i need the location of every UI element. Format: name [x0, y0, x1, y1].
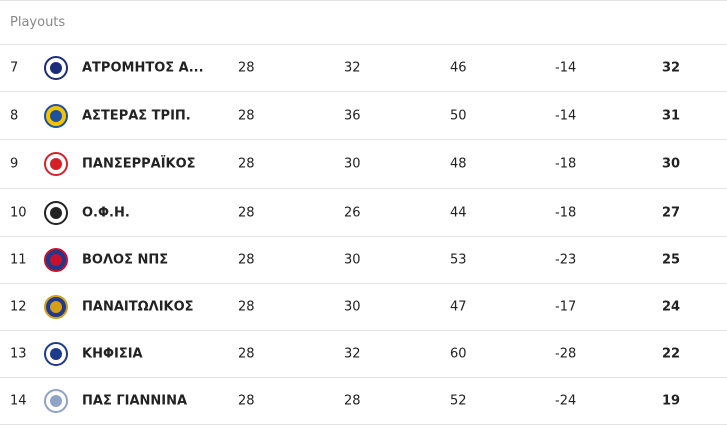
goals-against: 60 [450, 346, 467, 362]
played: 28 [238, 252, 255, 268]
goals-for: 28 [344, 393, 361, 409]
table-row: 13 ΚΗΦΙΣΙΑ 28 32 60 -28 22 [0, 331, 727, 378]
team-logo [44, 152, 68, 176]
played: 28 [238, 156, 255, 172]
rank: 8 [10, 108, 19, 123]
team-logo [44, 200, 68, 225]
team-name: Ο.Φ.Η. [82, 205, 130, 220]
goals-against: 47 [450, 299, 467, 315]
goals-for: 32 [344, 60, 361, 76]
team-name: ΒΟΛΟΣ ΝΠΣ [82, 252, 169, 268]
team-logo [44, 342, 68, 366]
played: 28 [238, 60, 255, 76]
played: 28 [238, 299, 255, 315]
goals-for: 36 [344, 108, 361, 123]
table-row: 8 ΑΣΤΕΡΑΣ ΤΡΙΠ. 28 36 50 -14 31 [0, 92, 727, 140]
goals-for: 32 [344, 346, 361, 362]
rank: 7 [10, 60, 19, 76]
team-logo [44, 103, 68, 128]
played: 28 [238, 346, 255, 362]
goals-for: 30 [344, 252, 361, 268]
goal-difference: -24 [555, 393, 577, 409]
goals-against: 44 [450, 205, 467, 220]
team-name: ΠΑΝΣΕΡΡΑΪΚΟΣ [82, 156, 196, 172]
goals-against: 50 [450, 108, 467, 123]
goal-difference: -28 [555, 346, 577, 362]
section-title: Playouts [10, 15, 66, 30]
goal-difference: -14 [555, 108, 577, 123]
goals-against: 46 [450, 60, 467, 76]
rank: 13 [10, 346, 27, 362]
goal-difference: -18 [555, 205, 577, 220]
team-name: ΚΗΦΙΣΙΑ [82, 346, 143, 362]
played: 28 [238, 393, 255, 409]
table-row: 7 ΑΤΡΟΜΗΤΟΣ Α... 28 32 46 -14 32 [0, 45, 727, 92]
rank: 11 [10, 252, 27, 268]
points: 19 [662, 393, 681, 409]
points: 22 [662, 346, 681, 362]
goals-against: 53 [450, 252, 467, 268]
points: 25 [662, 252, 681, 268]
section-header: Playouts [0, 0, 727, 45]
table-row: 10 Ο.Φ.Η. 28 26 44 -18 27 [0, 189, 727, 237]
team-name: ΑΣΤΕΡΑΣ ΤΡΙΠ. [82, 108, 191, 123]
goal-difference: -17 [555, 299, 577, 315]
team-logo [44, 295, 68, 319]
team-name: ΠΑΝΑΙΤΩΛΙΚΟΣ [82, 299, 194, 315]
goals-against: 52 [450, 393, 467, 409]
table-row: 9 ΠΑΝΣΕΡΡΑΪΚΟΣ 28 30 48 -18 30 [0, 140, 727, 189]
team-logo [44, 389, 68, 413]
goal-difference: -23 [555, 252, 577, 268]
points: 30 [662, 156, 681, 172]
rank: 12 [10, 299, 27, 315]
played: 28 [238, 108, 255, 123]
played: 28 [238, 205, 255, 220]
table-row: 11 ΒΟΛΟΣ ΝΠΣ 28 30 53 -23 25 [0, 237, 727, 284]
team-logo [44, 248, 68, 272]
rank: 14 [10, 393, 27, 409]
table-row: 12 ΠΑΝΑΙΤΩΛΙΚΟΣ 28 30 47 -17 24 [0, 284, 727, 331]
goal-difference: -14 [555, 60, 577, 76]
goals-for: 30 [344, 299, 361, 315]
points: 24 [662, 299, 681, 315]
goals-against: 48 [450, 156, 467, 172]
goals-for: 26 [344, 205, 361, 220]
table-row: 14 ΠΑΣ ΓΙΑΝΝΙΝΑ 28 28 52 -24 19 [0, 378, 727, 425]
rank: 9 [10, 156, 19, 172]
points: 32 [662, 60, 681, 76]
goal-difference: -18 [555, 156, 577, 172]
team-name: ΠΑΣ ΓΙΑΝΝΙΝΑ [82, 393, 188, 409]
points: 27 [662, 205, 681, 220]
team-name: ΑΤΡΟΜΗΤΟΣ Α... [82, 60, 204, 76]
points: 31 [662, 108, 681, 123]
team-logo [44, 56, 68, 80]
rank: 10 [10, 205, 27, 220]
goals-for: 30 [344, 156, 361, 172]
